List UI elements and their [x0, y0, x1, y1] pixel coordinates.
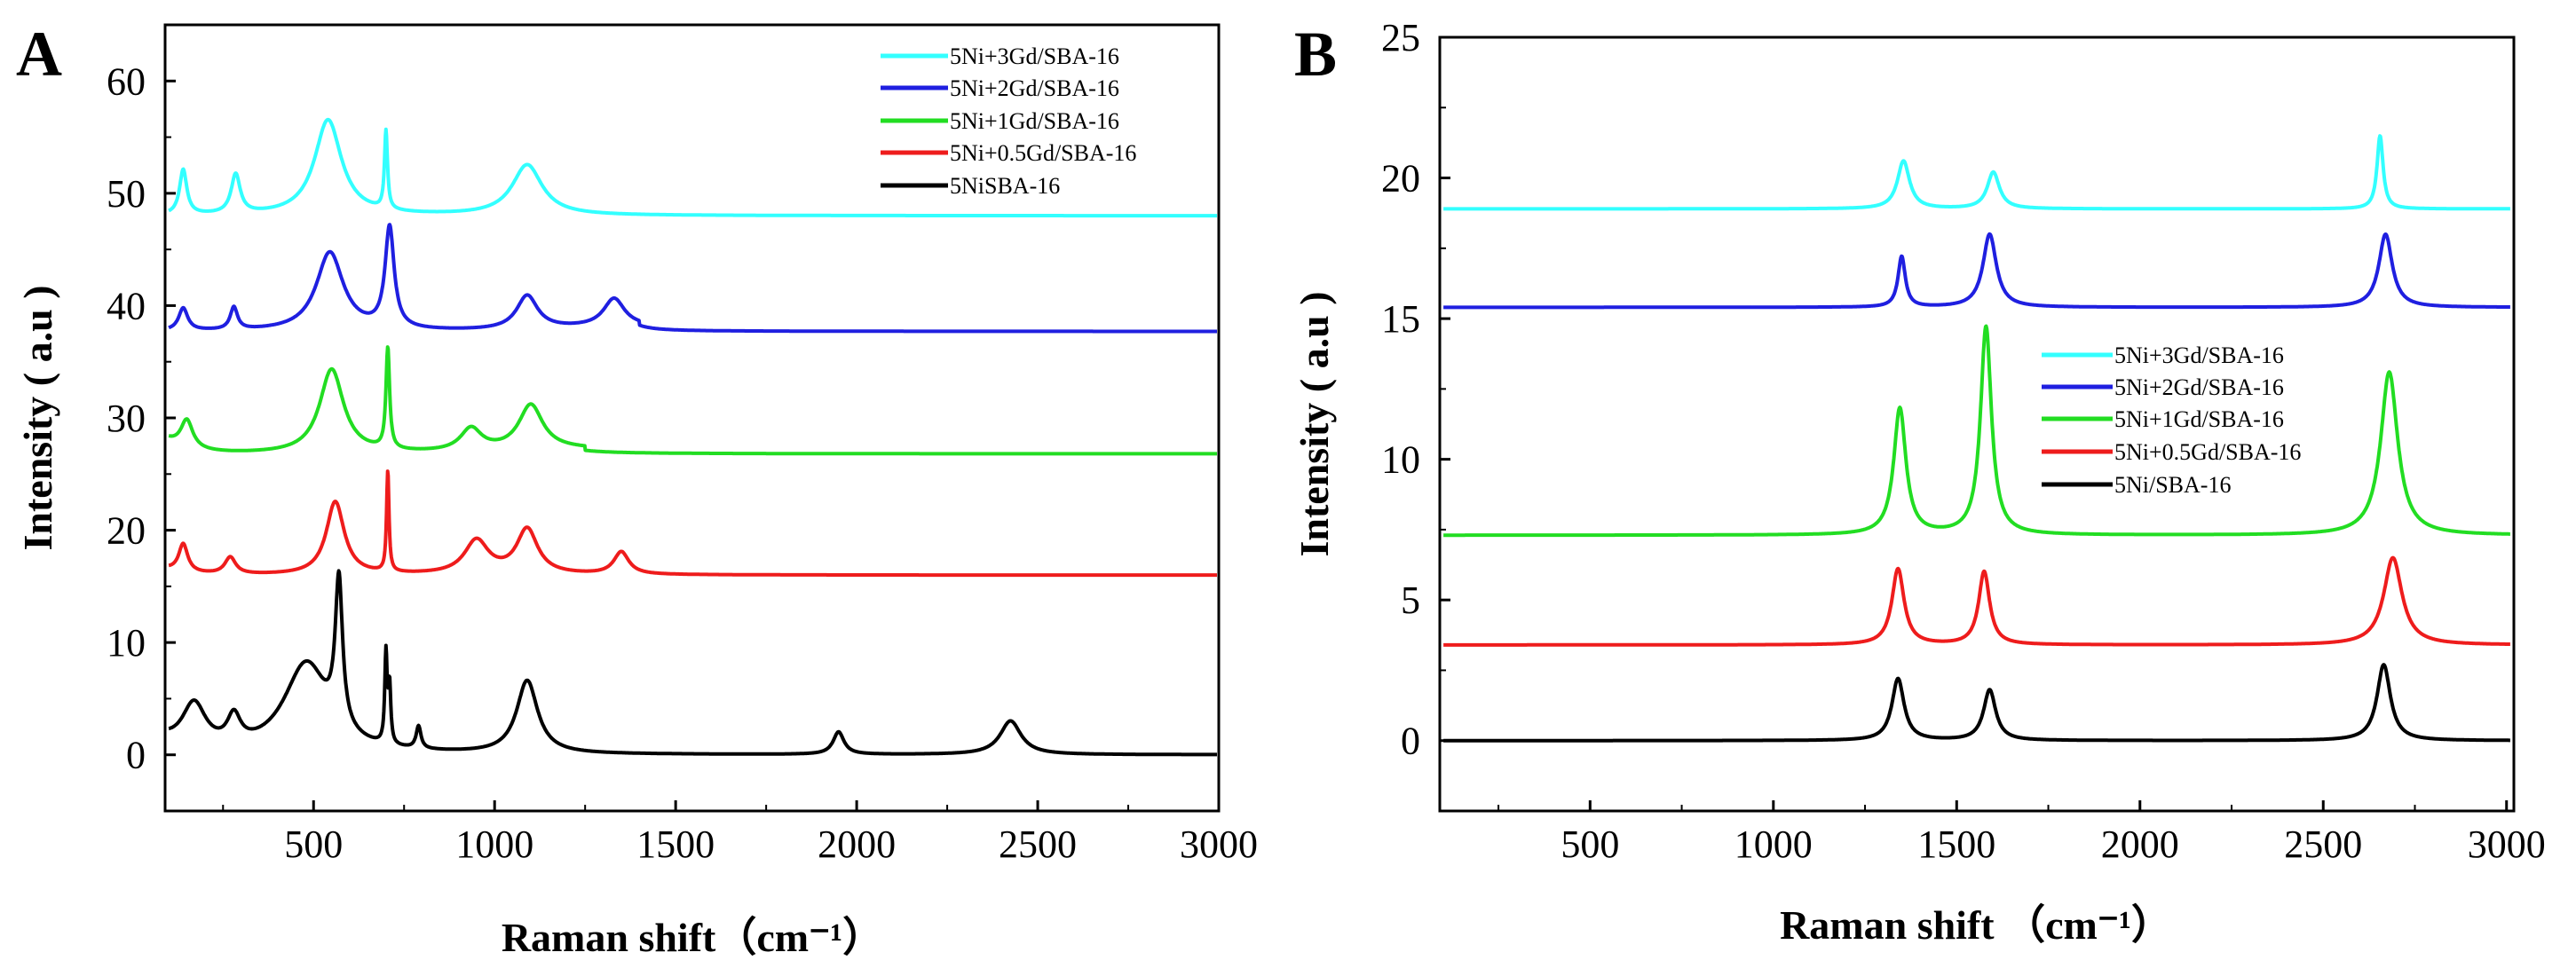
panel-a-x-axis-title: Raman shift（cm⁻¹） [502, 915, 883, 960]
x-tick-label: 1000 [1734, 823, 1813, 866]
panel-b-y-axis-title: Intensity ( a.u ) [1292, 291, 1337, 556]
y-tick-label: 0 [126, 734, 146, 777]
y-tick-label: 60 [107, 59, 146, 103]
series-line-5ni-sba-16 [1442, 663, 2512, 743]
x-tick-label: 2000 [818, 823, 896, 866]
series-line-5ni-2gd-sba-16 [167, 223, 1219, 334]
panel-a-legend: 5Ni+3Gd/SBA-16 5Ni+2Gd/SBA-16 5Ni+1Gd/SB… [881, 43, 1136, 199]
y-tick-label: 40 [107, 284, 146, 327]
y-tick-label: 30 [107, 397, 146, 440]
x-tick-label: 1500 [1917, 823, 1995, 866]
panel-a-ticks: 500 1000 1500 2000 2500 3000 0 10 20 30 40 50 60 [107, 59, 1258, 866]
series-line-5ni-1gd-sba-16 [1442, 324, 2512, 538]
series-line-5ni-0-5gd-sba-16 [167, 469, 1219, 578]
y-tick-label: 20 [1381, 157, 1420, 201]
x-tick-label: 3000 [2468, 823, 2546, 866]
x-tick-label: 2500 [2284, 823, 2362, 866]
legend-label-b-4: 5Ni/SBA-16 [2114, 472, 2231, 498]
panel-b-series [1442, 134, 2512, 743]
y-tick-label: 15 [1381, 297, 1420, 341]
x-tick-label: 2500 [999, 823, 1077, 866]
legend-label-b-1: 5Ni+2Gd/SBA-16 [2114, 374, 2284, 400]
legend-label-a-2: 5Ni+1Gd/SBA-16 [950, 108, 1119, 134]
panel-a-y-axis-title: Intensity ( a.u ) [15, 285, 60, 550]
x-tick-label: 1000 [455, 823, 533, 866]
panel-b-letter: B [1294, 19, 1337, 90]
panel-b-frame [1438, 35, 2516, 813]
y-tick-label: 10 [107, 621, 146, 665]
series-line-5ni-3gd-sba-16 [167, 117, 1219, 218]
x-tick-label: 3000 [1180, 823, 1258, 866]
legend-label-a-3: 5Ni+0.5Gd/SBA-16 [950, 140, 1136, 166]
series-line-5ni-sba-16 [167, 569, 1219, 757]
panel-b-x-axis-title: Raman shift （cm⁻¹） [1780, 902, 2172, 948]
x-tick-label: 1500 [636, 823, 715, 866]
legend-label-a-1: 5Ni+2Gd/SBA-16 [950, 75, 1119, 101]
x-tick-label: 500 [1561, 823, 1619, 866]
y-tick-label: 25 [1381, 16, 1420, 59]
panel-a-series [167, 117, 1219, 757]
x-tick-label: 500 [284, 823, 343, 866]
legend-label-b-0: 5Ni+3Gd/SBA-16 [2114, 342, 2284, 368]
series-line-5ni-0-5gd-sba-16 [1442, 555, 2512, 647]
panel-b-ticks: 500 1000 1500 2000 2500 3000 0 5 10 15 20 25 [1381, 16, 2546, 866]
legend-label-a-4: 5NiSBA-16 [950, 173, 1060, 199]
series-line-5ni-3gd-sba-16 [1442, 134, 2512, 211]
y-tick-label: 10 [1381, 438, 1420, 482]
panel-a-letter: A [16, 19, 62, 90]
panel-b: B 500 1000 1500 2000 2500 3000 0 5 10 15 20 25 5Ni+… [1292, 16, 2546, 948]
x-tick-label: 2000 [2101, 823, 2179, 866]
series-line-5ni-1gd-sba-16 [167, 345, 1219, 456]
y-tick-label: 20 [107, 509, 146, 553]
y-tick-label: 0 [1401, 720, 1420, 763]
panel-b-legend: 5Ni+3Gd/SBA-16 5Ni+2Gd/SBA-16 5Ni+1Gd/SB… [2042, 342, 2301, 498]
y-tick-label: 50 [107, 172, 146, 216]
panel-a: A 500 1000 1500 2000 2500 3000 0 10 20 30 40 50 60 5… [15, 19, 1258, 960]
legend-label-b-2: 5Ni+1Gd/SBA-16 [2114, 406, 2284, 432]
legend-label-a-0: 5Ni+3Gd/SBA-16 [950, 43, 1119, 69]
legend-label-b-3: 5Ni+0.5Gd/SBA-16 [2114, 439, 2301, 465]
y-tick-label: 5 [1401, 579, 1420, 622]
series-line-5ni-2gd-sba-16 [1442, 232, 2512, 310]
